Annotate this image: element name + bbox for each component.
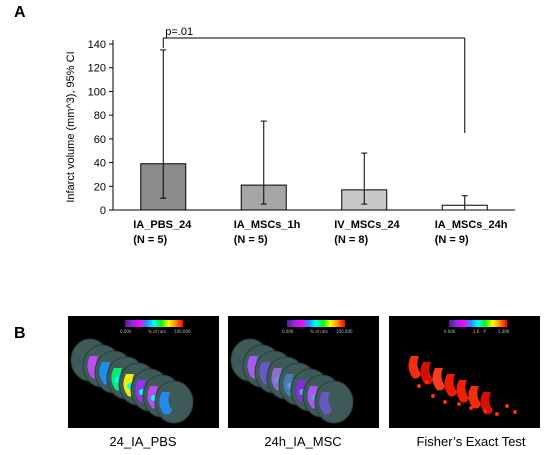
brain-panel-fisher: 0.000 1.0 - P 1.000 <box>389 316 540 428</box>
category-n-label: (N = 5) <box>234 234 268 246</box>
category-label: IA_PBS_24 <box>133 219 192 231</box>
significance-spot <box>483 409 487 413</box>
significance-spot <box>513 410 517 414</box>
scale-label: % of rats <box>310 329 328 334</box>
panel-b-label: B <box>14 325 26 342</box>
brain-panel-ia-msc: 0.000 % of rats 100.000 <box>228 316 379 428</box>
y-tick-label: 60 <box>94 134 106 146</box>
y-tick-label: 0 <box>100 205 106 217</box>
y-tick-label: 80 <box>94 110 106 122</box>
significance-spot <box>495 412 499 416</box>
scale-label: % of rats <box>148 329 166 334</box>
category-label: IA_MSCs_1h <box>234 219 301 231</box>
panel-a-label: A <box>14 4 26 21</box>
significance-spot <box>505 404 509 408</box>
infarct-region <box>408 356 421 379</box>
brain-slices-image <box>408 356 517 416</box>
y-tick-label: 140 <box>88 39 106 51</box>
brain-panel-ia-pbs: 0.000 % of rats 100.000 <box>68 316 219 428</box>
y-tick-label: 40 <box>94 158 106 170</box>
brain-slices-image <box>230 338 354 424</box>
scale-max: 100.000 <box>174 329 191 334</box>
scale-max: 1.000 <box>498 329 510 334</box>
color-scale-bar <box>449 320 507 327</box>
significance-spot <box>469 406 473 410</box>
caption-ia-pbs: 24_IA_PBS <box>109 434 177 449</box>
infarct-region <box>444 374 457 397</box>
infarct-region <box>468 386 481 409</box>
caption-ia-msc: 24h_IA_MSC <box>264 434 342 449</box>
infarct-region <box>456 380 469 403</box>
scale-min: 0.000 <box>282 329 294 334</box>
category-n-label: (N = 9) <box>435 234 469 246</box>
p-value-label: p=.01 <box>165 26 193 38</box>
significance-spot <box>431 394 435 398</box>
brain-slices-image <box>70 338 194 424</box>
scale-max: 100.000 <box>336 329 353 334</box>
y-axis-label: Infarct volume (mm^3), 95% CI <box>65 51 77 202</box>
color-scale-bar <box>287 320 345 327</box>
y-tick-label: 20 <box>94 181 106 193</box>
color-scale-bar <box>125 320 183 327</box>
category-n-label: (N = 8) <box>334 234 368 246</box>
significance-spot <box>425 380 429 384</box>
category-n-label: (N = 5) <box>133 234 167 246</box>
infarct-region <box>319 392 332 415</box>
significance-spot <box>417 384 421 388</box>
infarct-region <box>159 392 172 415</box>
y-tick-label: 100 <box>88 86 106 98</box>
scale-min: 0.000 <box>120 329 132 334</box>
infarct-region <box>480 392 493 415</box>
significance-spot <box>457 402 461 406</box>
caption-fisher-test: Fisher’s Exact Test <box>416 434 526 449</box>
significance-spot <box>443 400 447 404</box>
scale-min: 0.000 <box>444 329 456 334</box>
infarct-region <box>432 368 445 391</box>
category-label: IA_MSCs_24h <box>435 219 508 231</box>
category-label: IV_MSCs_24 <box>334 219 400 231</box>
y-tick-label: 120 <box>88 63 106 75</box>
scale-label: 1.0 - P <box>473 329 486 334</box>
infarct-volume-bar-chart: p=.01 0 20 40 60 80 100 120 140 Infarct volume (… <box>65 26 515 246</box>
infarct-region <box>420 362 433 385</box>
